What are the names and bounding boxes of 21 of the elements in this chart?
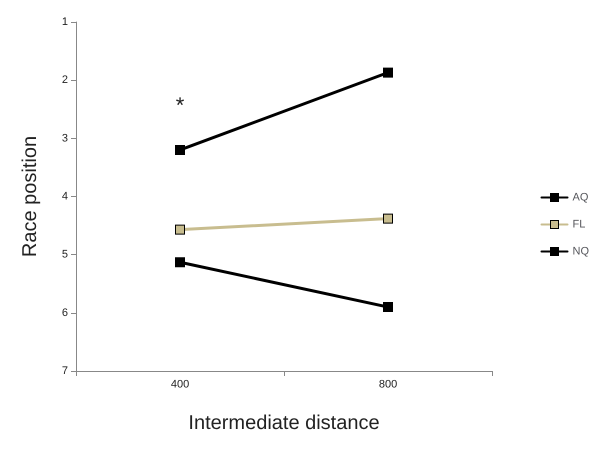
point [383, 214, 393, 224]
y-tick-label: 3 [62, 132, 68, 144]
x-tick-label: 400 [170, 378, 190, 390]
y-tick-label: 1 [62, 16, 68, 28]
x-axis-title: Intermediate distance [188, 412, 380, 434]
y-tick-label: 6 [62, 306, 68, 319]
legend-label: AQ [572, 192, 589, 204]
point [175, 257, 185, 268]
point [383, 68, 393, 78]
point [175, 144, 185, 155]
y-tick-label: 2 [62, 74, 68, 86]
point [383, 302, 393, 312]
legend-label: NQ [572, 246, 590, 258]
annotation: * [176, 92, 185, 118]
y-tick-label: 5 [62, 248, 68, 261]
y-axis-title: Race position [19, 136, 41, 258]
legend-label: FL [572, 218, 586, 230]
x-tick-label: 800 [378, 378, 398, 390]
y-tick-label: 7 [62, 365, 68, 377]
point [175, 224, 185, 235]
y-tick-label: 4 [62, 190, 68, 202]
